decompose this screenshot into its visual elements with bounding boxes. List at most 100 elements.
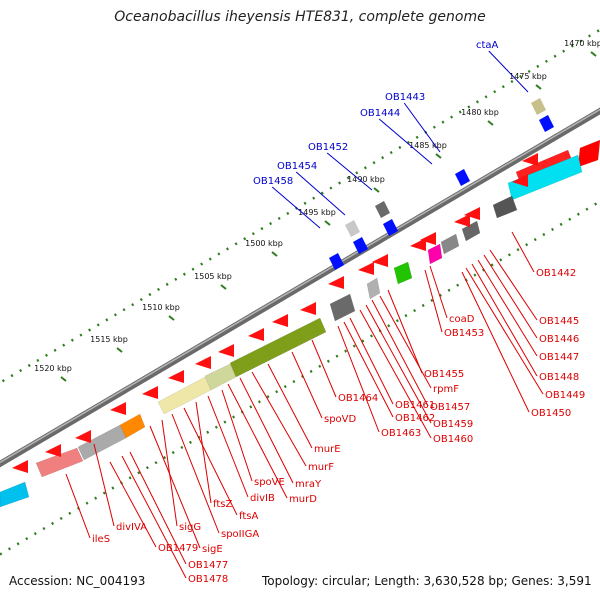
reverse-gene-label: ileS bbox=[92, 534, 110, 545]
gene-feature bbox=[329, 293, 356, 322]
backbone-highlight bbox=[0, 108, 600, 464]
tick-label: 1520 kbp bbox=[34, 364, 72, 373]
backbone-line bbox=[0, 107, 600, 468]
forward-gene-label: OB1443 bbox=[385, 92, 425, 103]
reverse-gene-label: spoVE bbox=[254, 477, 285, 488]
tick-mark bbox=[373, 187, 380, 193]
reverse-gene-label: OB1455 bbox=[424, 369, 464, 380]
reverse-gene-arrow bbox=[454, 214, 470, 227]
reverse-gene-label: OB1453 bbox=[444, 328, 484, 339]
reverse-label-leader bbox=[511, 231, 535, 273]
forward-gene bbox=[455, 169, 470, 186]
forward-gene bbox=[353, 237, 368, 254]
reverse-label-leader bbox=[489, 249, 538, 321]
reverse-label-leader bbox=[365, 304, 432, 424]
reverse-gene-arrow bbox=[512, 174, 528, 187]
reverse-gene-label: sigE bbox=[202, 544, 223, 555]
forward-gene bbox=[375, 201, 390, 218]
outer-dotted-ring bbox=[0, 29, 600, 385]
forward-gene bbox=[531, 98, 546, 115]
reverse-gene-label: OB1479 bbox=[158, 543, 198, 554]
reverse-gene-label: OB1450 bbox=[531, 408, 571, 419]
reverse-label-leader bbox=[387, 289, 423, 374]
tick-label: 1480 kbp bbox=[461, 108, 499, 117]
reverse-gene-label: coaD bbox=[449, 314, 475, 325]
reverse-gene-label: OB1457 bbox=[430, 402, 470, 413]
tick-mark bbox=[220, 284, 227, 290]
tick-label: 1505 kbp bbox=[194, 272, 232, 281]
reverse-gene-arrow bbox=[12, 460, 28, 473]
tick-mark bbox=[590, 51, 597, 57]
reverse-gene-label: OB1445 bbox=[539, 316, 579, 327]
reverse-gene-arrow bbox=[75, 430, 91, 443]
reverse-label-leader bbox=[227, 383, 288, 499]
gene-feature bbox=[461, 220, 481, 242]
reverse-label-leader bbox=[483, 254, 538, 339]
reverse-gene-label: ftsZ bbox=[213, 499, 232, 510]
gene-feature bbox=[492, 195, 518, 219]
reverse-label-leader bbox=[239, 377, 294, 484]
reverse-label-leader bbox=[65, 473, 91, 539]
reverse-label-leader bbox=[121, 455, 187, 579]
reverse-gene-arrow bbox=[272, 314, 288, 327]
forward-gene-label: ctaA bbox=[476, 40, 499, 51]
inner-dotted-ring bbox=[0, 200, 600, 556]
reverse-gene-label: OB1442 bbox=[536, 268, 576, 279]
reverse-label-leader bbox=[461, 271, 530, 413]
tick-label: 1515 kbp bbox=[90, 335, 128, 344]
reverse-gene-label: OB1462 bbox=[395, 413, 435, 424]
forward-label-leader bbox=[271, 186, 321, 229]
tick-mark bbox=[435, 153, 442, 159]
reverse-label-leader bbox=[471, 263, 538, 377]
forward-gene bbox=[329, 253, 344, 270]
reverse-gene-label: sigG bbox=[179, 522, 201, 533]
reverse-gene-arrow bbox=[110, 402, 126, 415]
tick-label: 1490 kbp bbox=[347, 175, 385, 184]
reverse-gene-arrow bbox=[464, 207, 480, 220]
reverse-gene-label: OB1464 bbox=[338, 393, 378, 404]
reverse-label-leader bbox=[109, 461, 157, 548]
reverse-label-leader bbox=[149, 425, 201, 549]
gene-feature bbox=[35, 447, 84, 478]
reverse-label-leader bbox=[424, 269, 443, 333]
tick-layer: 1470 kbp 1475 kbp 1480 kbp 1485 kbp 1490 kbp… bbox=[0, 29, 600, 556]
reverse-label-leader bbox=[195, 401, 212, 504]
tick-mark bbox=[60, 376, 67, 382]
reverse-label-leader bbox=[349, 317, 394, 405]
reverse-gene-arrow bbox=[420, 232, 436, 245]
tick-mark bbox=[535, 84, 542, 90]
reverse-gene-label: mraY bbox=[295, 479, 322, 490]
gene-feature bbox=[366, 277, 381, 300]
reverse-label-leader bbox=[291, 351, 323, 419]
reverse-gene-label: divIVA bbox=[116, 522, 147, 533]
tick-label: 1510 kbp bbox=[142, 303, 180, 312]
reverse-gene-label: murE bbox=[314, 444, 341, 455]
reverse-gene-label: OB1448 bbox=[539, 372, 579, 383]
label-layer: ctaA OB1443 OB1444 OB1452 OB1454 OB1458 OB1442… bbox=[65, 40, 585, 585]
reverse-label-leader bbox=[129, 451, 187, 565]
reverse-gene-label: spoVD bbox=[324, 414, 357, 425]
reverse-label-leader bbox=[379, 295, 432, 389]
gene-feature bbox=[0, 481, 30, 508]
tick-mark bbox=[324, 220, 331, 226]
forward-label-leader bbox=[378, 118, 433, 165]
forward-gene-label: OB1452 bbox=[308, 142, 348, 153]
reverse-gene-label: spoIIGA bbox=[221, 529, 259, 540]
forward-label-leader bbox=[295, 171, 346, 216]
reverse-gene-arrow bbox=[372, 254, 388, 267]
tick-label: 1500 kbp bbox=[245, 239, 283, 248]
reverse-gene-label: OB1463 bbox=[381, 428, 421, 439]
reverse-gene-label: OB1446 bbox=[539, 334, 579, 345]
reverse-label-leader bbox=[311, 339, 337, 398]
gene-feature bbox=[119, 413, 146, 439]
reverse-label-leader bbox=[171, 413, 220, 534]
forward-gene-label: OB1454 bbox=[277, 161, 317, 172]
backbone-layer bbox=[0, 107, 600, 468]
reverse-label-leader bbox=[267, 363, 313, 449]
reverse-gene-arrow bbox=[248, 328, 264, 341]
tick-mark bbox=[487, 120, 494, 126]
reverse-gene-label: divIB bbox=[250, 493, 275, 504]
reverse-gene-arrow bbox=[45, 444, 61, 457]
reverse-gene-arrow bbox=[142, 386, 158, 399]
